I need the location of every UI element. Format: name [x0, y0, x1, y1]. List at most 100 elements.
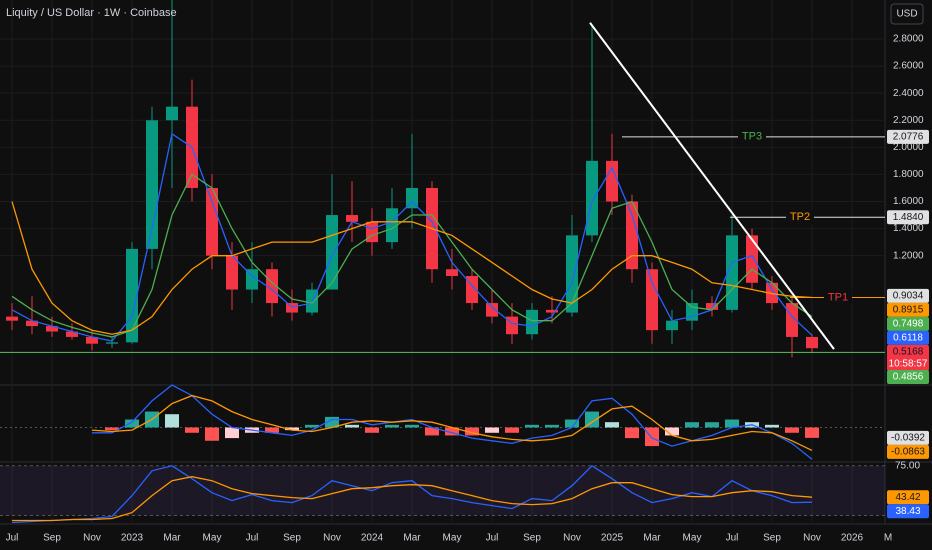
indicator-line	[11, 464, 813, 524]
histogram-bar	[385, 424, 399, 428]
candle-body	[526, 309, 538, 335]
histogram-bar	[685, 422, 699, 428]
x-tick-label: 2024	[361, 533, 384, 544]
candle-body	[726, 235, 738, 310]
price-label: 0.7498	[893, 318, 924, 329]
histogram-bar	[765, 424, 779, 428]
y-tick-label: 1.4000	[893, 223, 924, 234]
chart-title: Liquity / US Dollar · 1W · Coinbase	[6, 7, 177, 19]
histogram-bar	[805, 427, 819, 438]
candle-body	[286, 303, 298, 313]
histogram-bar	[325, 416, 339, 428]
x-tick-label: May	[203, 533, 222, 544]
histogram-bar	[185, 427, 199, 433]
candle-body	[586, 160, 598, 236]
candle-body	[626, 201, 638, 270]
x-tick-label: Nov	[803, 533, 821, 544]
price-label-box	[887, 504, 929, 519]
target-label: TP2	[790, 211, 810, 223]
candle-body	[166, 106, 178, 121]
histogram-bar	[265, 427, 279, 433]
y-tick-label: 2.0000	[893, 142, 924, 153]
x-tick-label: Sep	[763, 533, 781, 544]
price-label-box	[887, 490, 929, 505]
candle-body	[546, 309, 558, 313]
y-tick-label: 75.00	[895, 460, 920, 471]
candle-body	[386, 208, 398, 243]
candle-body	[6, 316, 18, 321]
histogram-bar	[105, 427, 119, 431]
histogram-bar	[205, 427, 219, 441]
x-tick-label: Nov	[323, 533, 341, 544]
indicator-line	[11, 132, 813, 342]
price-label-box	[887, 288, 929, 303]
price-label-box	[887, 302, 929, 317]
y-tick-label: 2.8000	[893, 34, 924, 45]
histogram-bar	[665, 427, 679, 436]
candle-body	[86, 336, 98, 344]
candle-body	[26, 320, 38, 327]
candle-body	[346, 215, 358, 222]
histogram-bar	[585, 411, 599, 428]
candle-body	[246, 269, 258, 290]
indicator-line	[12, 476, 813, 522]
price-label: 0.4856	[893, 372, 924, 383]
x-tick-label: Jul	[6, 533, 19, 544]
candle-body	[366, 221, 378, 243]
x-tick-label: 2023	[121, 533, 144, 544]
histogram-bar	[405, 424, 419, 428]
histogram-bar	[225, 427, 239, 439]
x-tick-label: Jul	[486, 533, 499, 544]
candle-body	[66, 331, 78, 337]
currency-label[interactable]: USD	[896, 9, 917, 20]
price-label: 0.9034	[893, 290, 924, 301]
target-label: TP1	[828, 291, 848, 303]
x-tick-label: Nov	[563, 533, 581, 544]
indicator-line	[11, 201, 813, 335]
price-label-box	[887, 344, 929, 371]
histogram-bar	[565, 419, 579, 428]
price-label: 0.5168	[893, 346, 924, 357]
x-tick-label: Sep	[43, 533, 61, 544]
candle-body	[266, 269, 278, 304]
histogram-bar	[445, 427, 459, 436]
x-tick-label: Nov	[83, 533, 101, 544]
candle-body	[666, 320, 678, 331]
candle-body	[126, 248, 138, 343]
candle-body	[646, 269, 658, 331]
target-label-bg	[786, 210, 814, 225]
price-label: 43.42	[895, 492, 920, 503]
currency-button[interactable]	[890, 3, 924, 25]
candle-body	[486, 303, 498, 317]
price-label-box	[887, 330, 929, 345]
price-label-box	[887, 129, 929, 144]
histogram-bar	[505, 427, 519, 433]
x-tick-label: 2025	[601, 533, 624, 544]
x-tick-label: May	[443, 533, 462, 544]
histogram-bar	[365, 427, 379, 433]
countdown: 10:58:57	[889, 358, 928, 369]
target-label: TP3	[742, 131, 762, 143]
price-label: -0.0392	[891, 433, 925, 444]
candle-body	[806, 336, 818, 349]
histogram-bar	[425, 427, 439, 436]
price-label-box	[887, 444, 929, 459]
histogram-bar	[525, 424, 539, 428]
indicator-line	[11, 173, 813, 338]
price-label: -0.0863	[891, 447, 925, 458]
histogram-bar	[725, 419, 739, 428]
target-label-bg	[738, 129, 766, 144]
price-label: 1.4840	[893, 212, 924, 223]
x-tick-label: Mar	[163, 533, 181, 544]
histogram-bar	[285, 427, 299, 431]
x-tick-label: 2026	[841, 533, 864, 544]
price-label: 0.8915	[893, 304, 924, 315]
candle-body	[226, 255, 238, 290]
x-tick-label: Jul	[246, 533, 259, 544]
histogram-bar	[625, 427, 639, 439]
price-label: 2.0776	[893, 131, 924, 142]
price-label-box	[887, 316, 929, 331]
histogram-bar	[485, 427, 499, 433]
